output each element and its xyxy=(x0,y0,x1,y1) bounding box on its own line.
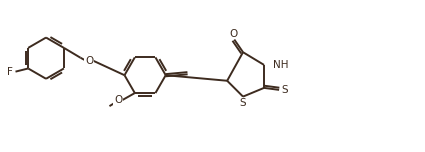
Text: O: O xyxy=(85,55,94,66)
Text: O: O xyxy=(229,29,237,39)
Text: S: S xyxy=(240,98,246,108)
Text: F: F xyxy=(7,67,13,77)
Text: NH: NH xyxy=(273,60,288,70)
Text: S: S xyxy=(282,85,288,95)
Text: O: O xyxy=(114,95,122,105)
